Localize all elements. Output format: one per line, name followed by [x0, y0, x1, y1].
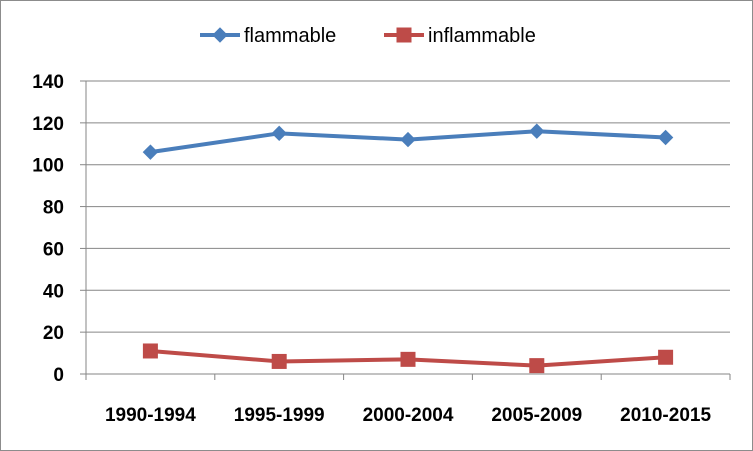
y-tick-label: 60 [43, 239, 64, 260]
data-point-inflammable [142, 343, 158, 359]
data-point-flammable [142, 144, 159, 160]
legend-item-inflammable: inflammable [384, 25, 536, 47]
axes [80, 80, 731, 380]
y-tick-label: 0 [53, 365, 64, 386]
y-tick-label: 80 [43, 198, 64, 219]
y-tick-label: 140 [32, 72, 64, 93]
legend-label: flammable [244, 25, 336, 47]
series-flammable [142, 123, 674, 160]
legend: flammable inflammable [200, 25, 536, 47]
series-inflammable [142, 343, 674, 374]
x-tick-label: 1995-1999 [234, 405, 325, 426]
data-point-inflammable [400, 351, 416, 367]
data-point-inflammable [271, 353, 287, 369]
x-tick-labels: 1990-1994 1995-1999 2000-2004 2005-2009 2010… [105, 405, 711, 426]
y-tick-label: 40 [43, 281, 64, 302]
data-point-flammable [400, 131, 416, 148]
data-point-flammable [529, 123, 545, 139]
data-point-flammable [271, 125, 287, 142]
legend-item-flammable: flammable [200, 25, 336, 47]
y-tick-labels: 0 20 40 60 80 100 120 140 [32, 72, 64, 386]
gridlines [86, 80, 730, 333]
x-tick-label: 1990-1994 [105, 405, 196, 426]
legend-swatch-marker [396, 27, 412, 43]
data-point-flammable [657, 129, 674, 146]
x-tick-label: 2010-2015 [620, 405, 711, 426]
legend-swatch-marker [212, 27, 228, 43]
y-tick-label: 20 [43, 323, 64, 344]
legend-label: inflammable [428, 25, 536, 47]
x-tick-label: 2005-2009 [491, 405, 582, 426]
data-point-inflammable [529, 358, 545, 374]
y-tick-label: 120 [32, 114, 64, 135]
series [142, 123, 674, 374]
x-tick-label: 2000-2004 [363, 405, 454, 426]
data-point-inflammable [658, 349, 674, 365]
y-tick-label: 100 [32, 156, 64, 177]
